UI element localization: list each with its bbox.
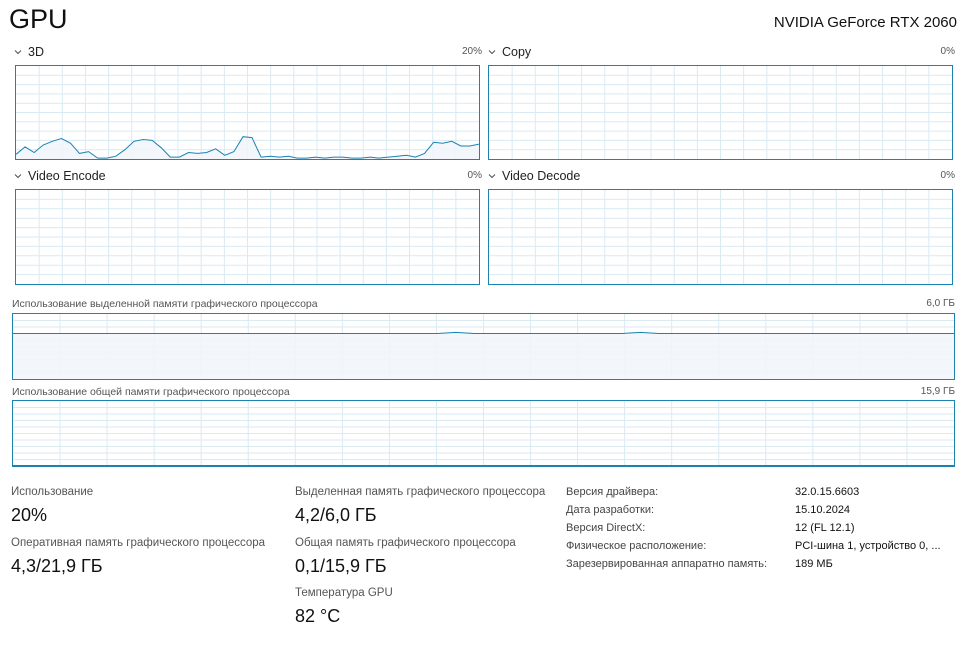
physical-location-label: Физическое расположение: bbox=[566, 540, 707, 552]
engine-graph-video-decode-svg bbox=[489, 190, 952, 284]
shared-memory-value: 0,1/15,9 ГБ bbox=[295, 556, 387, 576]
dedicated-memory-value: 4,2/6,0 ГБ bbox=[295, 505, 377, 525]
dedicated-memory-graph-svg bbox=[13, 314, 954, 379]
engine-label: Copy bbox=[502, 45, 532, 59]
engine-percent: 0% bbox=[940, 170, 955, 181]
dedicated-memory-max: 6,0 ГБ bbox=[926, 298, 955, 309]
series-line bbox=[16, 136, 479, 159]
driver-version-label: Версия драйвера: bbox=[566, 486, 659, 498]
shared-memory-graph-svg bbox=[13, 401, 954, 466]
engine-label: Video Decode bbox=[502, 169, 581, 183]
engine-percent: 0% bbox=[940, 46, 955, 57]
driver-version-value: 32.0.15.6603 bbox=[795, 486, 860, 498]
engine-percent: 20% bbox=[461, 46, 482, 57]
series-area bbox=[16, 136, 479, 159]
shared-memory-max: 15,9 ГБ bbox=[920, 386, 955, 397]
driver-date-value: 15.10.2024 bbox=[795, 504, 851, 516]
dedicated-memory-graph bbox=[12, 313, 955, 380]
dedicated-memory-graph-label: Использование выделенной памяти графичес… bbox=[12, 298, 318, 310]
engine-selector-3d[interactable]: 3D bbox=[14, 45, 44, 59]
page-title: GPU bbox=[9, 4, 68, 34]
shared-memory-label: Общая память графического процессора bbox=[295, 537, 516, 549]
gpu-temperature-value: 82 °C bbox=[295, 606, 341, 626]
series-line bbox=[13, 331, 954, 334]
engine-selector-video-encode[interactable]: Video Encode bbox=[14, 169, 106, 183]
driver-date-label: Дата разработки: bbox=[566, 504, 655, 516]
engine-graph-video-decode bbox=[488, 189, 953, 285]
engine-percent: 0% bbox=[467, 170, 482, 181]
engine-selector-video-decode[interactable]: Video Decode bbox=[488, 169, 580, 183]
utilization-value: 20% bbox=[11, 505, 48, 525]
shared-memory-graph bbox=[12, 400, 955, 467]
engine-graph-video-encode-svg bbox=[16, 190, 479, 284]
chevron-down-icon bbox=[488, 174, 496, 179]
engine-label: 3D bbox=[28, 45, 44, 59]
gpu-memory-label: Оперативная память графического процессо… bbox=[11, 537, 266, 549]
gpu-model-name: NVIDIA GeForce RTX 2060 bbox=[773, 14, 957, 31]
engine-graph-3d-svg bbox=[16, 66, 479, 159]
directx-version-value: 12 (FL 12.1) bbox=[795, 522, 855, 534]
dedicated-memory-label: Выделенная память графического процессор… bbox=[295, 486, 546, 498]
utilization-label: Использование bbox=[11, 486, 94, 498]
engine-graph-copy bbox=[488, 65, 953, 160]
gpu-memory-value: 4,3/21,9 ГБ bbox=[11, 556, 103, 576]
engine-label: Video Encode bbox=[28, 169, 106, 183]
engine-graph-video-encode bbox=[15, 189, 480, 285]
engine-selector-copy[interactable]: Copy bbox=[488, 45, 531, 59]
directx-version-label: Версия DirectX: bbox=[566, 522, 646, 534]
chevron-down-icon bbox=[488, 50, 496, 55]
series-area bbox=[13, 332, 954, 379]
chevron-down-icon bbox=[14, 50, 22, 55]
chevron-down-icon bbox=[14, 174, 22, 179]
reserved-memory-label: Зарезервированная аппаратно память: bbox=[566, 558, 768, 570]
engine-graph-copy-svg bbox=[489, 66, 952, 159]
shared-memory-graph-label: Использование общей памяти графического … bbox=[12, 386, 290, 398]
physical-location-value: PCI-шина 1, устройство 0, ... bbox=[795, 540, 941, 552]
reserved-memory-value: 189 МБ bbox=[795, 558, 833, 570]
gpu-temperature-label: Температура GPU bbox=[295, 587, 393, 599]
engine-graph-3d bbox=[15, 65, 480, 160]
